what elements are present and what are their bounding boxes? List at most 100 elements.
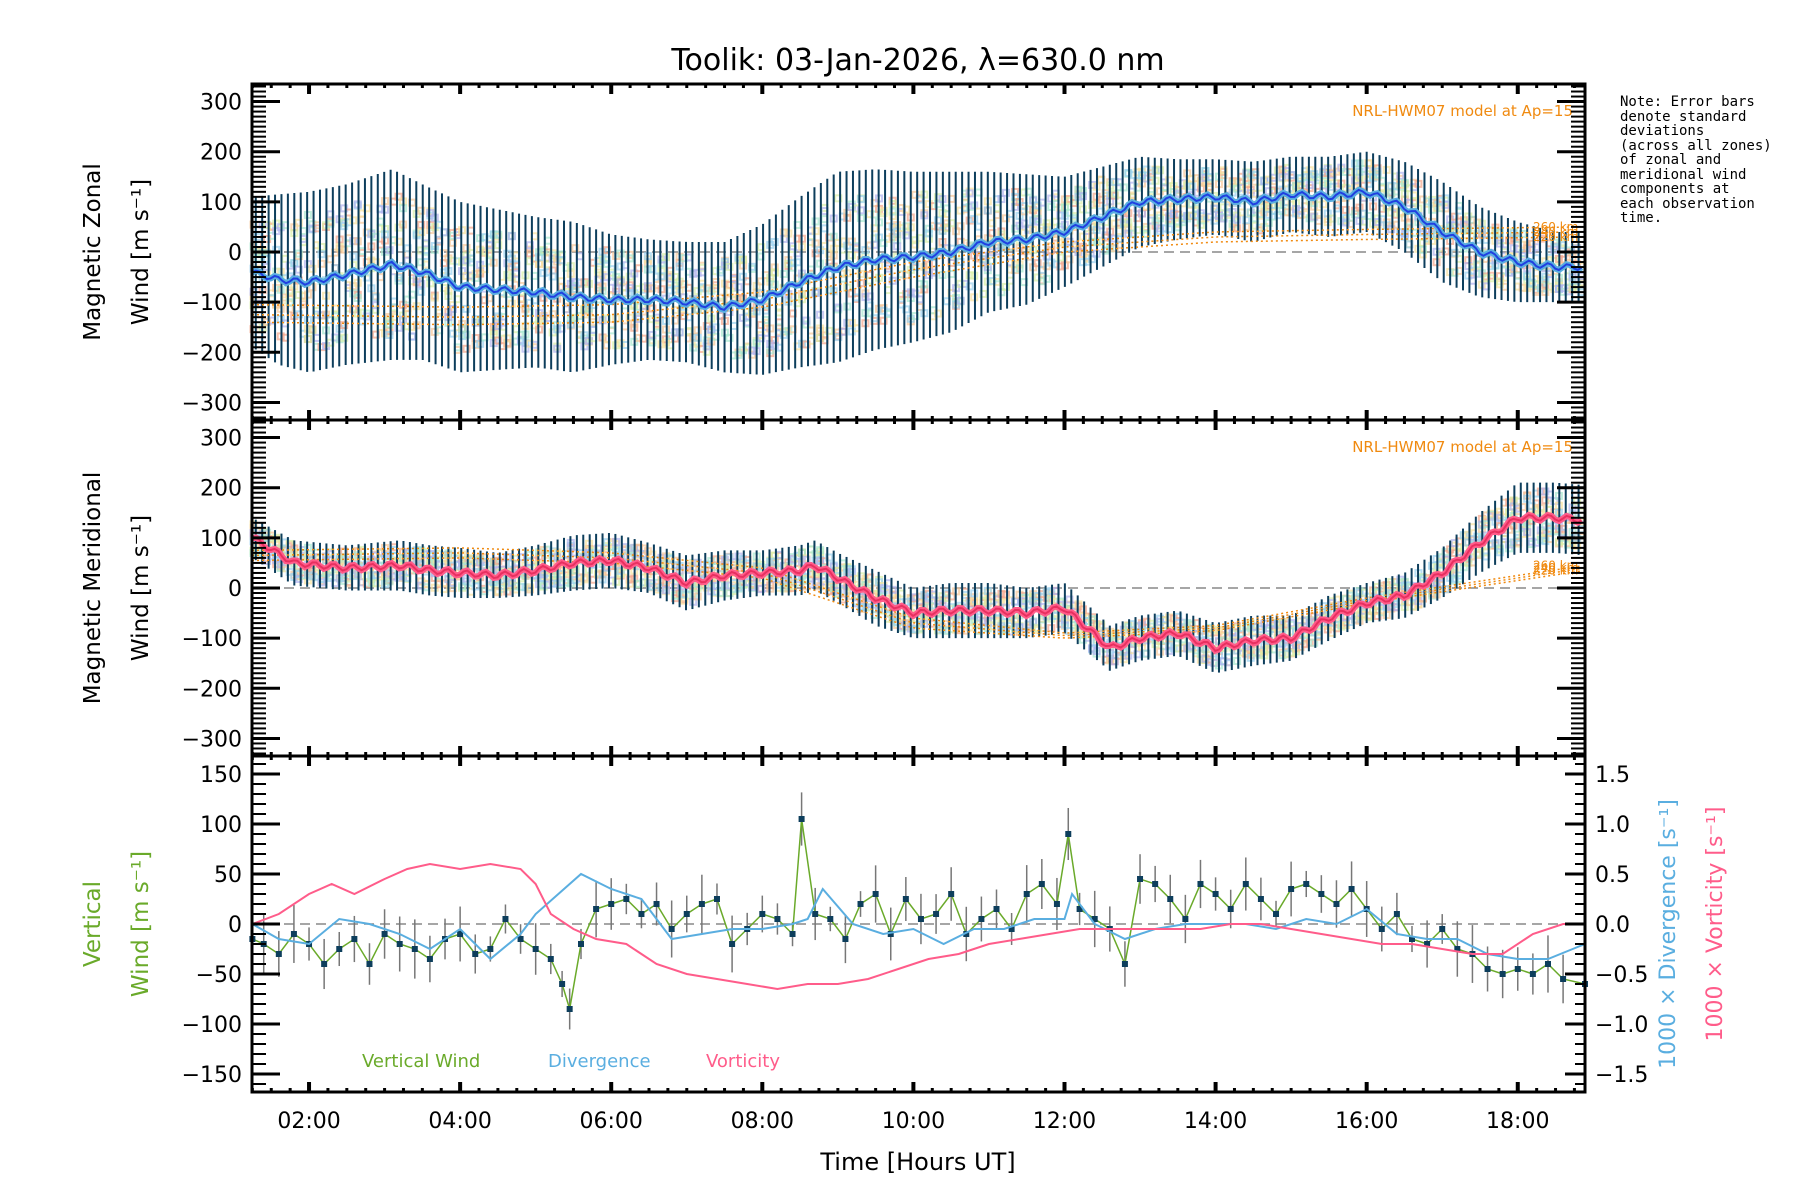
zone-point <box>1396 171 1405 180</box>
zone-point <box>1079 192 1088 201</box>
zone-point <box>625 284 634 293</box>
zone-point <box>902 305 911 314</box>
zone-point <box>1233 215 1242 224</box>
zone-point <box>757 289 766 298</box>
y-tick-label: −100 <box>182 291 242 316</box>
zone-point <box>911 240 920 249</box>
zone-point <box>1042 274 1051 283</box>
y-tick-label: 0 <box>228 241 242 266</box>
zone-point <box>965 282 974 291</box>
model-height-label: 220 km <box>1533 230 1578 244</box>
zone-point <box>847 202 856 211</box>
zone-point <box>539 293 548 302</box>
zone-point <box>417 206 426 215</box>
zone-point <box>1001 282 1010 291</box>
zone-point <box>439 249 448 258</box>
zone-point <box>1396 228 1405 237</box>
zone-point <box>770 268 779 277</box>
zone-point <box>1056 262 1065 271</box>
zone-point <box>1110 177 1119 186</box>
zone-point <box>439 228 448 237</box>
zone-point <box>888 223 897 232</box>
zone-point <box>648 315 657 324</box>
zone-point <box>648 338 657 347</box>
zone-point <box>1242 184 1251 193</box>
zone-point <box>494 312 503 321</box>
zone-point <box>888 212 897 221</box>
zone-point <box>770 341 779 350</box>
zone-point <box>671 272 680 281</box>
model-line-220-km <box>251 236 1582 326</box>
zone-point <box>317 259 326 268</box>
zone-point <box>1264 187 1273 196</box>
zone-point <box>847 237 856 246</box>
zone-point <box>1033 217 1042 226</box>
zone-point <box>616 339 625 348</box>
zone-point <box>1133 214 1142 223</box>
model-height-label: 240 km <box>1533 225 1578 239</box>
zone-point <box>494 336 503 345</box>
zone-point <box>965 271 974 280</box>
zone-point <box>856 195 865 204</box>
zone-point <box>1464 226 1473 235</box>
zone-point <box>933 200 942 209</box>
zone-point <box>1319 178 1328 187</box>
zone-point <box>448 238 457 247</box>
zone-point <box>748 346 757 355</box>
zone-point <box>1011 187 1020 196</box>
zone-point <box>340 321 349 330</box>
zone-point <box>1350 168 1359 177</box>
zone-point <box>1187 174 1196 183</box>
zone-point <box>349 237 358 246</box>
zone-point <box>1242 216 1251 225</box>
zone-point <box>779 234 788 243</box>
zone-point <box>693 333 702 342</box>
zone-point <box>362 228 371 237</box>
y-tick-label: −200 <box>182 677 242 702</box>
zone-point <box>462 330 471 339</box>
zone-point <box>1065 255 1074 264</box>
zone-point <box>503 249 512 258</box>
zone-point <box>1142 225 1151 234</box>
zone-point <box>394 273 403 282</box>
zone-point <box>1550 238 1559 247</box>
zone-point <box>471 318 480 327</box>
zone-point <box>462 344 471 353</box>
zone-point <box>879 209 888 218</box>
zone-point <box>1142 229 1151 238</box>
zone-point <box>1165 216 1174 225</box>
zone-point <box>1450 248 1459 257</box>
zone-point <box>1296 210 1305 219</box>
zone-point <box>471 274 480 283</box>
zone-point <box>394 237 403 246</box>
zone-point <box>657 340 666 349</box>
zone-point <box>308 283 317 292</box>
model-line-260-km <box>251 226 1582 308</box>
zone-point <box>979 289 988 298</box>
zone-point <box>1505 236 1514 245</box>
zone-point <box>1418 250 1427 259</box>
zone-point <box>308 572 317 581</box>
zone-point <box>1518 283 1527 292</box>
zone-point <box>385 246 394 255</box>
y-tick-label: 300 <box>200 427 242 452</box>
zone-point <box>965 216 974 225</box>
zone-point <box>1056 253 1065 262</box>
zone-point <box>308 326 317 335</box>
zone-point <box>340 573 349 582</box>
zone-point <box>417 228 426 237</box>
zone-point <box>680 254 689 263</box>
zone-point <box>725 333 734 342</box>
zone-point <box>526 245 535 254</box>
zone-point <box>693 326 702 335</box>
zone-point <box>471 340 480 349</box>
zone-point <box>1119 183 1128 192</box>
y-axis-label-line1: Magnetic Zonal <box>80 163 106 341</box>
zone-point <box>902 231 911 240</box>
zone-point <box>1079 205 1088 214</box>
zone-point <box>811 227 820 236</box>
mean-line-core <box>251 188 1583 311</box>
zone-point <box>317 343 326 352</box>
zone-point <box>1273 200 1282 209</box>
